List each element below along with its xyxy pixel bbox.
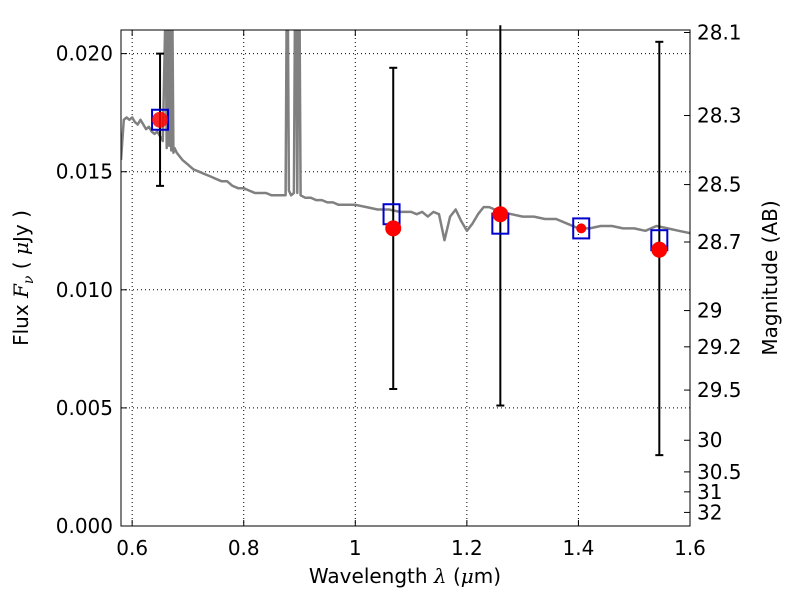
right-tick-label: 32 — [697, 500, 722, 524]
x-tick-label: 1.2 — [451, 536, 483, 560]
y-axis-label: Flux Fν ( μJy ) — [9, 210, 37, 346]
right-tick-label: 30 — [697, 428, 722, 452]
x-axis-label: Wavelength λ (μm) — [309, 564, 501, 588]
right-tick-label: 28.7 — [697, 230, 742, 254]
y-tick-label: 0.020 — [56, 42, 113, 66]
x-tick-label: 0.8 — [228, 536, 260, 560]
y-tick-label: 0.000 — [56, 514, 113, 538]
plot-background — [121, 30, 690, 526]
observed-point — [152, 111, 169, 128]
observed-point — [651, 241, 668, 258]
observed-point — [576, 223, 587, 234]
right-tick-label: 31 — [697, 480, 722, 504]
y-axis-right-label: Magnitude (AB) — [758, 200, 782, 355]
right-tick-label: 29.5 — [697, 378, 742, 402]
y-tick-label: 0.015 — [56, 160, 113, 184]
y-tick-label: 0.010 — [56, 278, 113, 302]
right-tick-label: 28.3 — [697, 104, 742, 128]
x-tick-label: 1.6 — [674, 536, 706, 560]
right-tick-label: 30.5 — [697, 460, 742, 484]
errorbar-layer — [151, 25, 669, 457]
y-tick-label: 0.005 — [56, 396, 113, 420]
tick-layer: 0.6 0.8 1 1.2 1.4 1.6 0.000 0.005 0.010 0.015 0.02… — [56, 20, 742, 560]
model-point — [572, 217, 591, 240]
right-tick-label: 28.1 — [697, 20, 742, 44]
plot-frame — [120, 29, 691, 527]
observed-point — [492, 206, 509, 223]
x-tick-label: 1.4 — [563, 536, 595, 560]
right-tick-label: 28.5 — [697, 173, 742, 197]
observed-point — [385, 220, 402, 237]
right-tick-label: 29.2 — [697, 335, 742, 359]
x-tick-label: 0.6 — [116, 536, 148, 560]
right-tick-label: 29 — [697, 299, 722, 323]
x-tick-label: 1 — [349, 536, 362, 560]
